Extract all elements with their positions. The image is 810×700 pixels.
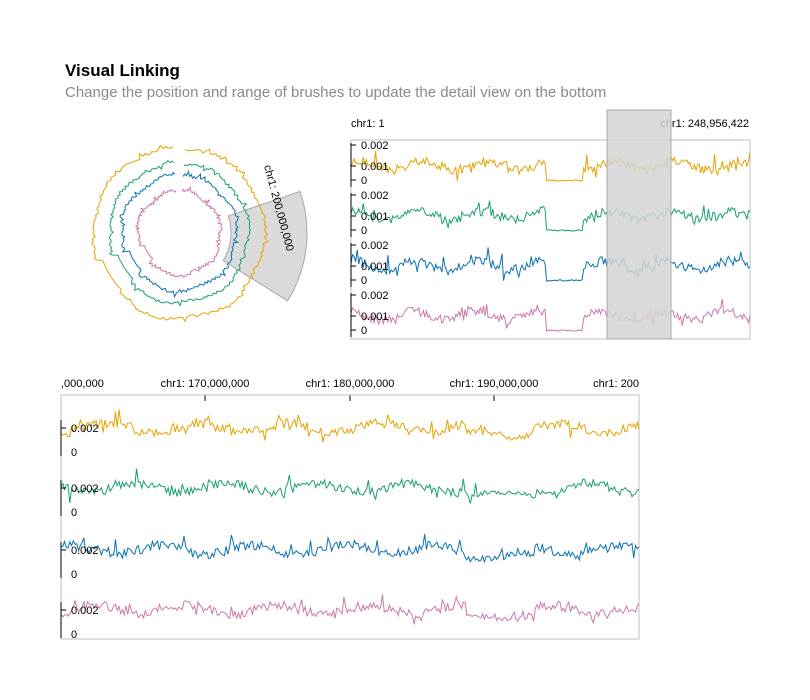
overview-y-labels: 0.002 0.001 0 0.002 0.001 0 0.002 0.001 0 0.002 0.…	[350, 140, 389, 337]
overview-tick-mid-label: 0.001	[361, 261, 389, 273]
detail-series-line	[60, 534, 640, 564]
circular-series-line	[108, 159, 251, 307]
detail-view: ,000,000 chr1: 170,000,000 chr1: 180,000,0…	[60, 378, 640, 641]
circular-series-line	[134, 185, 223, 278]
overview-series-line	[350, 299, 751, 333]
overview-tick-top-label: 0.002	[361, 190, 389, 202]
detail-tracks	[60, 409, 640, 625]
detail-x-tick-label: ,000,000	[61, 378, 104, 390]
circular-series-line	[91, 144, 269, 323]
detail-series-line	[60, 468, 640, 504]
overview-frame	[350, 139, 751, 340]
detail-x-tick-label: chr1: 170,000,000	[161, 378, 250, 390]
circular-tracks	[91, 144, 269, 323]
overview-tick-mid-label: 0.001	[361, 161, 389, 173]
page-title: Visual Linking	[65, 61, 180, 80]
circular-series-line	[119, 169, 240, 299]
circular-brush-arc[interactable]	[222, 190, 308, 302]
detail-x-tick-label: chr1: 180,000,000	[306, 378, 395, 390]
linear-overview: chr1: 1 chr1: 248,956,422 0.0020.00100.0…	[350, 109, 751, 340]
detail-series-line	[60, 594, 640, 625]
detail-y-labels: 0.002 0 0.002 0 0.002 0 0.002 0	[60, 420, 99, 641]
detail-series-line	[60, 409, 640, 443]
overview-tick-mid-label: 0.001	[361, 211, 389, 223]
overview-tick-top-label: 0.002	[361, 140, 389, 152]
circular-brush[interactable]	[222, 190, 308, 302]
overview-x-start-label: chr1: 1	[351, 118, 385, 130]
overview-brush[interactable]	[606, 109, 672, 340]
detail-tick-zero-label: 0	[71, 569, 77, 581]
detail-tick-zero-label: 0	[71, 507, 77, 519]
detail-x-tick-label: chr1: 190,000,000	[450, 378, 539, 390]
circular-view: chr1: 200,000,000	[91, 144, 308, 323]
detail-x-tick-label: chr1: 200	[593, 378, 639, 390]
page-subtitle: Change the position and range of brushes…	[65, 84, 607, 101]
detail-tick-top-label: 0.002	[71, 483, 99, 495]
overview-tick-zero-label: 0	[361, 225, 367, 237]
overview-tick-top-label: 0.002	[361, 290, 389, 302]
overview-series-line	[350, 200, 751, 232]
detail-tick-zero-label: 0	[71, 447, 77, 459]
overview-series-line	[350, 247, 751, 282]
overview-x-end-label: chr1: 248,956,422	[660, 118, 749, 130]
overview-tick-zero-label: 0	[361, 275, 367, 287]
overview-series-line	[350, 151, 751, 182]
overview-tracks	[350, 151, 751, 333]
detail-frame	[60, 394, 640, 640]
detail-tick-zero-label: 0	[71, 629, 77, 641]
detail-tick-top-label: 0.002	[71, 423, 99, 435]
detail-x-axis: ,000,000 chr1: 170,000,000 chr1: 180,000,0…	[60, 378, 640, 401]
overview-tick-top-label: 0.002	[361, 240, 389, 252]
overview-tick-zero-label: 0	[361, 175, 367, 187]
detail-tick-top-label: 0.002	[71, 545, 99, 557]
detail-tick-top-label: 0.002	[71, 605, 99, 617]
overview-tick-zero-label: 0	[361, 325, 367, 337]
overview-tick-mid-label: 0.001	[361, 311, 389, 323]
